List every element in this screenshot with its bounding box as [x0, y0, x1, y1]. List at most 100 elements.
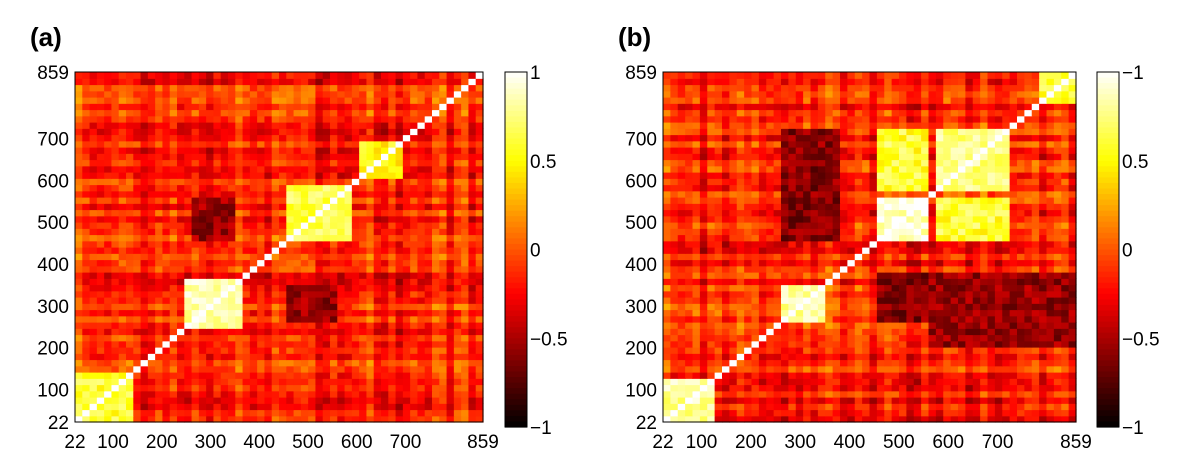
heatmap-cell	[453, 340, 462, 348]
heatmap-cell	[446, 240, 455, 248]
heatmap-cell	[475, 234, 484, 242]
heatmap-cell	[788, 272, 797, 279]
heatmap-cell	[1039, 265, 1048, 273]
heatmap-cell	[315, 378, 324, 386]
heatmap-cell	[279, 365, 287, 373]
heatmap-cell	[220, 240, 229, 248]
heatmap-cell	[162, 403, 171, 411]
heatmap-cell	[344, 284, 353, 292]
heatmap-cell	[402, 72, 411, 79]
heatmap-cell	[1031, 334, 1040, 342]
heatmap-cell	[987, 359, 996, 367]
heatmap-cell	[758, 353, 767, 361]
heatmap-cell	[126, 353, 134, 361]
heatmap-cell	[1061, 359, 1070, 367]
heatmap-cell	[1009, 265, 1018, 273]
heatmap-cell	[308, 178, 317, 186]
heatmap-cell	[758, 240, 767, 248]
heatmap-cell	[950, 415, 959, 423]
heatmap-cell	[1046, 353, 1055, 361]
heatmap-cell	[692, 303, 701, 311]
heatmap-cell	[854, 359, 863, 367]
heatmap-cell	[213, 84, 222, 92]
heatmap-cell	[950, 247, 959, 254]
heatmap-cell	[714, 284, 723, 292]
heatmap-cell	[453, 284, 462, 292]
heatmap-cell	[781, 222, 789, 229]
heatmap-cell	[744, 284, 753, 292]
heatmap-cell	[928, 365, 937, 373]
heatmap-cell	[286, 84, 295, 92]
heatmap-cell	[788, 328, 797, 336]
heatmap-cell	[847, 240, 856, 248]
heatmap-cell	[118, 347, 127, 354]
heatmap-cell	[351, 403, 360, 411]
heatmap-cell	[722, 340, 730, 348]
heatmap-cell	[249, 247, 258, 254]
heatmap-cell	[257, 253, 266, 261]
heatmap-cell	[424, 184, 433, 192]
heatmap-cell	[446, 122, 455, 129]
heatmap-cell	[373, 159, 382, 167]
heatmap-cell	[758, 334, 767, 342]
heatmap-cell	[147, 172, 156, 179]
heatmap-cell	[439, 353, 448, 361]
heatmap-cell	[198, 72, 207, 79]
heatmap-cell	[235, 184, 244, 192]
colorbar-step	[505, 144, 527, 151]
heatmap-cell	[994, 409, 1003, 417]
heatmap-cell	[943, 265, 952, 273]
heatmap-cell	[264, 359, 273, 367]
heatmap-cell	[943, 253, 952, 261]
heatmap-cell	[373, 190, 382, 198]
heatmap-cell	[773, 322, 782, 329]
heatmap-cell	[935, 384, 944, 392]
heatmap-cell	[935, 328, 944, 336]
heatmap-cell	[206, 215, 215, 223]
heatmap-cell	[744, 390, 753, 398]
heatmap-cell	[803, 303, 812, 311]
heatmap-cell	[424, 165, 433, 173]
heatmap-cell	[692, 315, 701, 323]
heatmap-cell	[359, 415, 368, 423]
heatmap-cell	[439, 222, 448, 229]
heatmap-cell	[461, 247, 470, 254]
heatmap-cell	[220, 334, 229, 342]
heatmap-cell	[177, 403, 185, 411]
heatmap-cell	[359, 265, 368, 273]
heatmap-cell	[184, 297, 193, 304]
heatmap-cell	[271, 203, 280, 211]
heatmap-cell	[758, 247, 767, 254]
heatmap-cell	[744, 334, 753, 342]
heatmap-cell	[133, 272, 142, 279]
heatmap-cell	[293, 253, 302, 261]
heatmap-cell	[271, 147, 280, 154]
heatmap-cell	[468, 228, 477, 236]
heatmap-cell	[729, 359, 738, 367]
heatmap-cell	[381, 353, 389, 361]
heatmap-cell	[1068, 303, 1077, 311]
heatmap-cell	[344, 415, 353, 423]
heatmap-cell	[817, 272, 826, 279]
heatmap-cell	[913, 297, 922, 304]
heatmap-cell	[155, 309, 164, 317]
heatmap-cell	[891, 415, 900, 423]
heatmap-cell	[118, 415, 127, 423]
heatmap-cell	[271, 190, 280, 198]
heatmap-cell	[351, 253, 360, 261]
heatmap-cell	[453, 97, 462, 104]
heatmap-cell	[461, 353, 470, 361]
heatmap-cell	[928, 272, 937, 279]
heatmap-cell	[468, 365, 477, 373]
heatmap-cell	[104, 84, 113, 92]
heatmap-cell	[461, 209, 470, 217]
heatmap-cell	[921, 290, 930, 298]
heatmap-cell	[906, 353, 915, 361]
heatmap-cell	[439, 397, 448, 404]
heatmap-cell	[184, 172, 193, 179]
heatmap-cell	[155, 397, 164, 404]
heatmap-cell	[162, 384, 171, 392]
heatmap-cell	[381, 103, 389, 111]
heatmap-cell	[198, 415, 207, 423]
heatmap-cell	[1031, 403, 1040, 411]
